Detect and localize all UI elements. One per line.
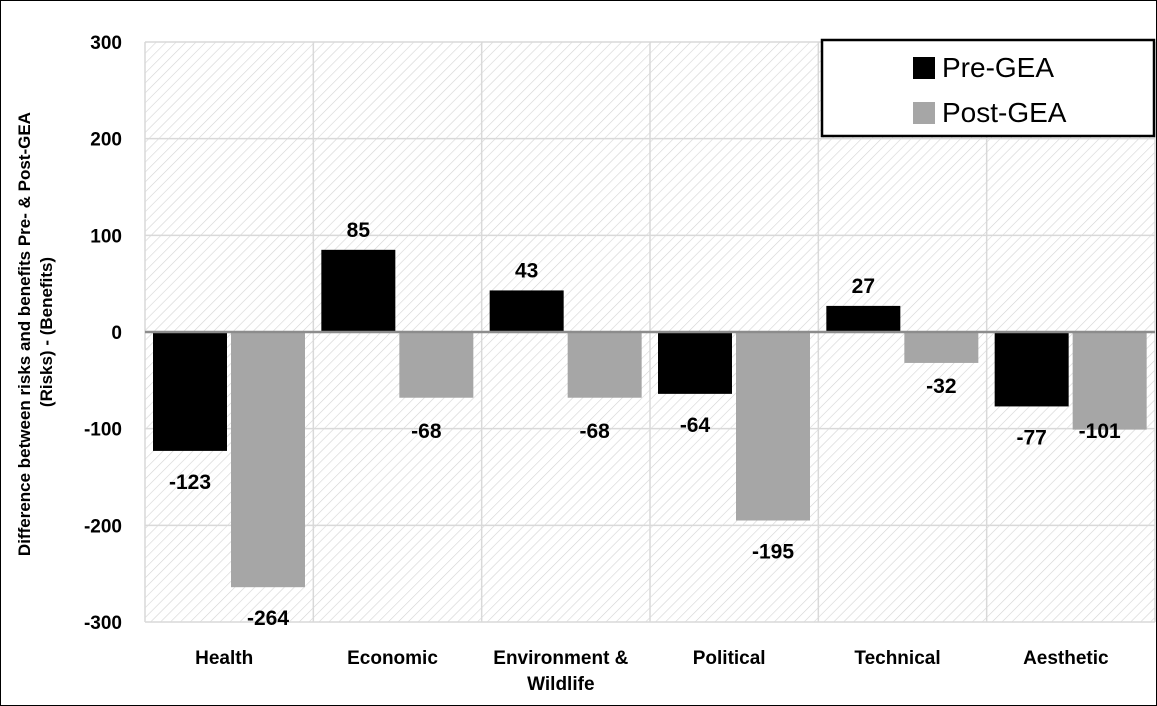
- data-label-pre-gea-aesthetic: -77: [1016, 426, 1046, 449]
- data-label-post-gea-health: -264: [247, 607, 289, 630]
- bar-post-gea-technical: [904, 332, 979, 363]
- bar-pre-gea-technical: [826, 305, 901, 332]
- y-tick-label: 300: [90, 33, 122, 54]
- bar-post-gea-economic: [399, 332, 474, 398]
- y-axis-label-line-1: Difference between risks and benefits Pr…: [15, 112, 34, 556]
- y-axis-label-line-2: (Risks) - (Benefits): [37, 257, 56, 407]
- data-label-pre-gea-health: -123: [169, 471, 211, 494]
- bar-pre-gea-aesthetic: [994, 332, 1069, 407]
- data-label-pre-gea-technical: 27: [852, 275, 875, 298]
- data-label-post-gea-aesthetic: -101: [1079, 420, 1121, 443]
- y-axis-label: Difference between risks and benefits Pr…: [15, 108, 56, 556]
- legend-label-post-gea: Post-GEA: [942, 97, 1067, 128]
- data-label-post-gea-economic: -68: [411, 420, 442, 443]
- x-tick-label-economic: Economic: [347, 648, 438, 669]
- data-label-post-gea-environment-wildlife: -68: [579, 420, 610, 443]
- bar-pre-gea-political: [658, 332, 732, 394]
- bar-post-gea-political: [736, 332, 810, 521]
- data-label-pre-gea-political: -64: [680, 414, 711, 437]
- data-label-post-gea-technical: -32: [926, 375, 956, 398]
- bar-pre-gea-health: [153, 332, 227, 451]
- y-tick-label: -100: [84, 420, 122, 441]
- x-tick-label-health: Health: [195, 648, 253, 669]
- y-tick-label: 0: [111, 323, 122, 344]
- data-label-post-gea-political: -195: [752, 541, 794, 564]
- y-tick-label: -200: [84, 516, 122, 537]
- bar-post-gea-environment-wildlife: [567, 332, 642, 398]
- x-tick-label-political: Political: [693, 648, 766, 669]
- bar-pre-gea-economic: [321, 249, 396, 332]
- y-axis-ticks: -300 -200 -100 0 100 200 300: [84, 33, 122, 634]
- y-tick-label: 200: [90, 130, 122, 151]
- data-labels: -123 -264 85 -68 43 -68 -64 -195 27 -32 -77 -101: [169, 219, 1121, 630]
- data-label-pre-gea-environment-wildlife: 43: [515, 259, 538, 282]
- bar-post-gea-aesthetic: [1072, 332, 1147, 430]
- y-tick-label: -300: [84, 613, 122, 634]
- legend-box: [820, 38, 1156, 138]
- bar-post-gea-health: [231, 332, 305, 588]
- legend-label-pre-gea: Pre-GEA: [942, 52, 1054, 83]
- data-label-pre-gea-economic: 85: [347, 219, 371, 242]
- legend-swatch-post-gea: [913, 102, 935, 124]
- x-tick-label-aesthetic: Aesthetic: [1023, 648, 1109, 669]
- x-tick-label-environment-wildlife: Environment & Wildlife: [493, 648, 628, 695]
- x-tick-label-technical: Technical: [854, 648, 940, 669]
- y-tick-label: 100: [90, 226, 122, 247]
- x-axis-ticks: Health Economic Environment & Wildlife Polit…: [195, 648, 1109, 695]
- bars: [145, 249, 1155, 588]
- legend-swatch-pre-gea: [913, 57, 935, 79]
- legend: Pre-GEA Post-GEA: [820, 38, 1156, 138]
- bar-pre-gea-environment-wildlife: [489, 290, 564, 332]
